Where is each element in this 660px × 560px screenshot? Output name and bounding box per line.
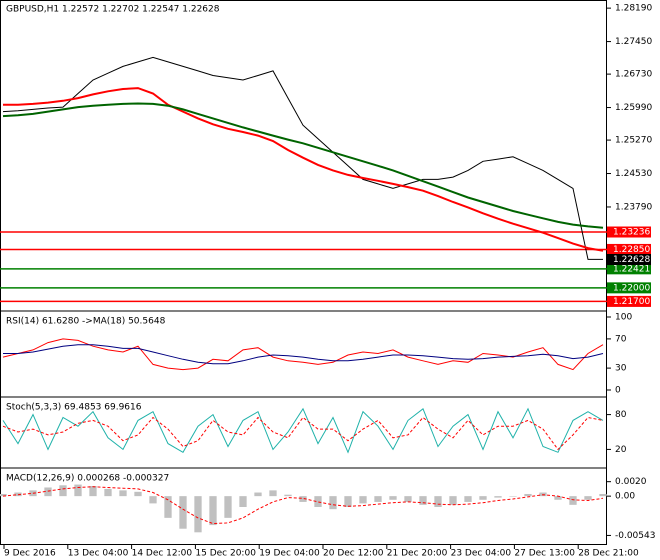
histogram-bar bbox=[479, 496, 487, 500]
y-tick-label: 0.00 bbox=[615, 492, 635, 502]
level-label: 1.22421 bbox=[613, 264, 650, 274]
indicator-line bbox=[2, 56, 603, 260]
x-tick-label: 14 Dec 12:00 bbox=[132, 549, 193, 559]
panel-title: GBPUSD,H1 1.22572 1.22702 1.22547 1.2262… bbox=[6, 5, 220, 15]
y-tick-label: 100 bbox=[615, 313, 632, 323]
level-label: 1.23236 bbox=[613, 228, 650, 238]
histogram-bar bbox=[254, 492, 262, 497]
histogram-bar bbox=[404, 496, 412, 502]
y-tick-label: 1.26730 bbox=[615, 70, 652, 80]
y-tick-label: 0.0020 bbox=[615, 477, 647, 487]
level-label: 1.22000 bbox=[613, 283, 650, 293]
x-tick-label: 21 Dec 20:00 bbox=[387, 549, 448, 559]
histogram-bar bbox=[104, 488, 112, 497]
y-tick-label: 1.27450 bbox=[615, 37, 652, 47]
histogram-bar bbox=[359, 496, 367, 504]
histogram-bar bbox=[119, 490, 127, 497]
y-tick-label: 80 bbox=[615, 410, 627, 420]
level-tag bbox=[607, 282, 651, 294]
histogram-bar bbox=[194, 496, 202, 533]
indicator-line bbox=[2, 486, 604, 525]
histogram-bar bbox=[44, 487, 52, 497]
level-label: 1.21700 bbox=[613, 297, 650, 307]
y-tick-label: 0 bbox=[615, 386, 621, 396]
histogram-bar bbox=[149, 496, 157, 504]
histogram-bar bbox=[299, 496, 307, 502]
histogram-bar bbox=[524, 493, 532, 497]
y-tick-label: 1.28190 bbox=[615, 4, 652, 14]
y-tick-label: 1.25270 bbox=[615, 136, 652, 146]
indicator-line bbox=[3, 87, 604, 252]
histogram-bar bbox=[584, 496, 592, 500]
histogram-bar bbox=[344, 496, 352, 507]
level-tag bbox=[607, 263, 651, 275]
histogram-bar bbox=[374, 496, 382, 502]
x-tick-label: 23 Dec 04:00 bbox=[451, 549, 512, 559]
level-label: 1.22850 bbox=[613, 245, 650, 255]
panel-title: MACD(12,26,9) 0.000268 -0.000327 bbox=[6, 474, 169, 484]
histogram-bar bbox=[554, 496, 562, 500]
y-tick-label: 20 bbox=[615, 445, 627, 455]
histogram-bar bbox=[89, 486, 97, 497]
histogram-bar bbox=[179, 496, 187, 529]
histogram-bar bbox=[434, 496, 442, 507]
x-tick-label: 27 Dec 13:00 bbox=[514, 549, 575, 559]
panel-title: RSI(14) 61.6280 ->MA(18) 50.5648 bbox=[6, 317, 166, 327]
plot-frame bbox=[0, 0, 607, 545]
y-tick-label: 30 bbox=[615, 364, 627, 374]
histogram-bar bbox=[494, 496, 502, 498]
indicator-line bbox=[2, 338, 604, 371]
histogram-bar bbox=[449, 496, 457, 505]
last-price-label: 1.22628 bbox=[613, 255, 650, 265]
histogram-bar bbox=[314, 496, 322, 507]
y-tick-label: 70 bbox=[615, 334, 627, 344]
x-tick-label: 15 Dec 20:00 bbox=[195, 549, 256, 559]
histogram-bar bbox=[419, 496, 427, 505]
x-tick-label: 13 Dec 04:00 bbox=[68, 549, 129, 559]
histogram-bar bbox=[464, 496, 472, 502]
histogram-bar bbox=[389, 496, 397, 500]
x-tick-label: 20 Dec 12:00 bbox=[323, 549, 384, 559]
indicator-line bbox=[2, 416, 604, 451]
histogram-bar bbox=[59, 485, 67, 497]
level-tag bbox=[607, 226, 651, 238]
last-price-tag bbox=[607, 253, 651, 265]
y-tick-label: 1.25990 bbox=[615, 103, 652, 113]
panel-title: Stoch(5,3,3) 69.4853 69.9616 bbox=[6, 403, 142, 413]
histogram-bar bbox=[284, 494, 292, 497]
y-tick-label: 1.23790 bbox=[615, 202, 652, 212]
x-tick-label: 19 Dec 04:00 bbox=[259, 549, 320, 559]
histogram-bar bbox=[224, 496, 232, 518]
histogram-bar bbox=[509, 496, 517, 497]
indicator-line bbox=[2, 102, 604, 229]
x-tick-label: 28 Dec 21:00 bbox=[578, 549, 639, 559]
histogram-bar bbox=[74, 484, 82, 497]
histogram-bar bbox=[239, 496, 247, 507]
histogram-bar bbox=[569, 496, 577, 505]
indicator-line bbox=[2, 407, 604, 454]
histogram-bar bbox=[329, 496, 337, 510]
y-tick-label: -0.00543 bbox=[615, 531, 655, 541]
indicator-line bbox=[3, 344, 604, 365]
y-tick-label: 1.24530 bbox=[615, 169, 652, 179]
histogram-bar bbox=[209, 496, 217, 526]
histogram-bar bbox=[164, 496, 172, 518]
level-tag bbox=[607, 243, 651, 255]
level-tag bbox=[607, 295, 651, 307]
histogram-bar bbox=[134, 491, 142, 497]
histogram-bar bbox=[269, 490, 277, 497]
x-tick-label: 9 Dec 2016 bbox=[4, 549, 56, 559]
histogram-bar bbox=[599, 493, 607, 497]
histogram-bar bbox=[0, 493, 7, 497]
